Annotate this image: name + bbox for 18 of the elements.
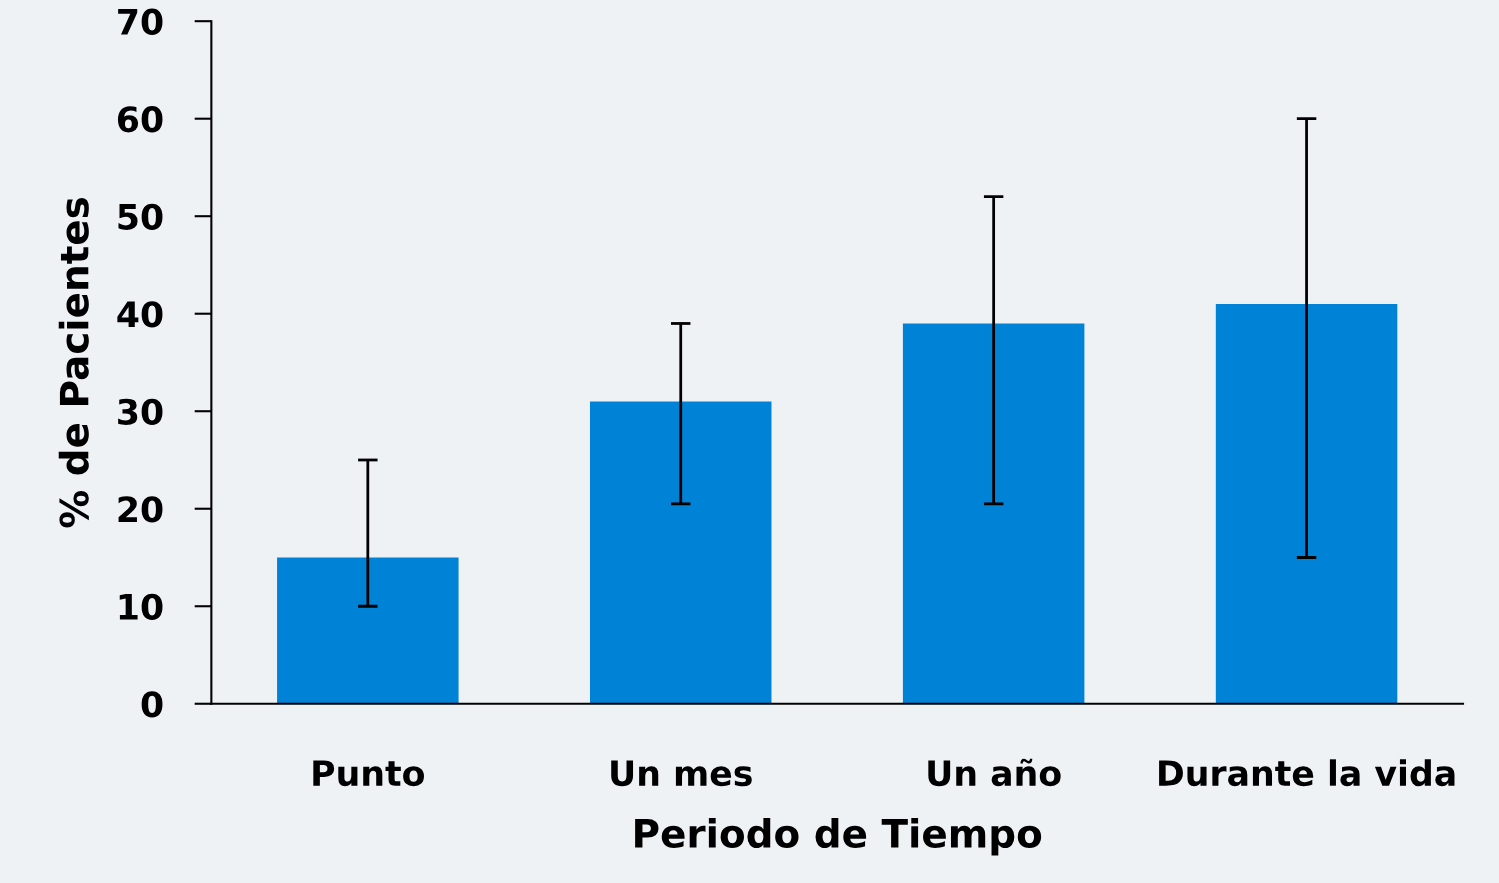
y-tick-label: 50 — [118, 203, 163, 230]
x-tick-label: Durante la vida — [1159, 759, 1455, 787]
x-tick-label: Un año — [928, 758, 1061, 787]
bar — [902, 323, 1085, 704]
x-tick-label: Punto — [313, 760, 424, 787]
y-tick-label: 70 — [118, 8, 163, 35]
y-axis-title: % de Pacientes — [58, 198, 89, 528]
bar — [1215, 303, 1398, 704]
x-tick-label: Un mes — [611, 760, 752, 787]
y-tick-label: 40 — [117, 301, 163, 328]
bar — [589, 401, 772, 704]
x-axis-title: Periodo de Tiempo — [635, 817, 1042, 856]
bar — [277, 557, 459, 704]
y-tick-label: 60 — [117, 106, 163, 133]
y-tick-label: 30 — [118, 398, 163, 425]
y-tick-label: 0 — [141, 691, 163, 718]
y-tick-label: 20 — [118, 496, 163, 523]
y-tick-label: 10 — [119, 593, 163, 620]
